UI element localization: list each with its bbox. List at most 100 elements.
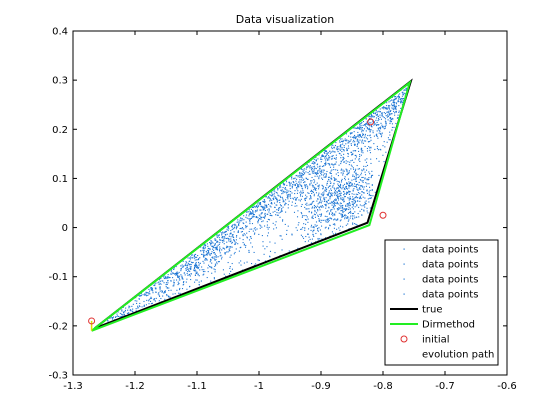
data-point [353,178,355,181]
data-point [231,225,233,227]
data-point [377,118,380,120]
data-point [335,148,338,150]
data-point [243,244,245,246]
data-point [215,241,218,243]
data-point [138,294,140,296]
data-point [368,183,370,185]
data-point [342,156,344,158]
data-point [257,220,259,222]
data-point [343,161,346,163]
data-point [343,210,345,212]
data-point [271,194,273,196]
data-point [336,202,338,204]
data-point [273,198,275,201]
data-point [291,178,293,180]
data-point [350,168,352,170]
data-point [352,136,354,138]
data-point [209,243,212,245]
data-point [228,248,230,250]
data-point [333,183,335,185]
data-point [196,271,198,273]
data-point [361,131,363,133]
data-point [364,201,366,203]
data-point [361,139,364,141]
data-point [383,128,385,130]
data-point [305,194,307,196]
data-point [363,124,366,126]
data-point [298,181,300,183]
data-point [298,186,300,188]
data-point [255,205,257,208]
data-point [206,276,208,279]
data-point [159,288,161,290]
data-point [143,305,145,307]
data-point [196,272,198,274]
data-point [336,197,339,199]
data-point [119,316,121,318]
data-point [334,157,336,160]
data-point [295,175,297,177]
data-point [348,193,350,195]
data-point [142,294,144,296]
data-point [242,235,244,237]
data-point [332,223,334,225]
data-point [354,199,356,201]
data-point [400,102,402,104]
data-point [306,188,309,190]
data-point [320,171,323,173]
data-point [357,189,359,192]
data-point [334,189,336,192]
data-point [326,153,328,155]
data-point [385,121,387,123]
data-point [329,224,331,226]
data-point [165,282,167,284]
data-point [310,190,312,193]
data-point [210,252,213,255]
data-point [326,219,328,221]
data-point [315,192,318,194]
data-point [291,187,293,189]
data-point [287,196,289,198]
data-point [308,208,310,210]
data-point [289,193,291,195]
data-point [261,235,263,237]
data-point [380,136,382,138]
data-point [204,257,207,259]
data-point [302,226,304,229]
data-point [359,200,361,202]
data-point [353,168,355,170]
data-point [243,262,245,264]
data-point [319,201,321,203]
data-point [354,202,356,204]
data-point [313,170,315,172]
data-point [213,246,215,248]
data-point [350,164,352,166]
data-point [314,161,316,164]
data-point [336,208,338,210]
data-point [347,161,349,163]
data-point [305,203,307,205]
data-point [343,146,345,148]
data-point [366,138,369,140]
data-point [350,210,352,212]
data-point [299,176,301,178]
data-point [339,190,341,192]
data-point [359,192,361,194]
data-point [277,188,279,190]
data-point [332,200,334,203]
data-point [343,188,345,190]
data-point [216,248,218,250]
data-point [326,152,328,155]
data-point [402,101,404,103]
data-point [272,190,274,192]
data-point [366,192,369,195]
data-point [187,268,189,270]
data-point [271,215,273,217]
data-point [306,202,308,204]
data-point [369,122,371,124]
data-point [306,208,308,210]
data-point [386,112,388,114]
data-point [230,238,232,240]
data-point [341,204,343,206]
data-point [228,238,230,240]
